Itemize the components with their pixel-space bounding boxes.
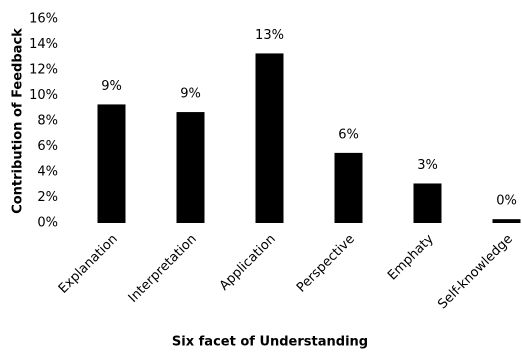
y-tick-label: 2% <box>37 190 58 205</box>
y-tick-label: 4% <box>37 165 58 180</box>
y-tick-label: 8% <box>37 114 58 129</box>
x-tick-label: Interpretation <box>126 232 200 306</box>
x-tick-label: Self-knowledge <box>435 232 516 313</box>
value-label: 9% <box>180 87 201 102</box>
bar <box>413 183 442 223</box>
x-tick-label: Perspective <box>294 232 358 296</box>
x-tick-label: Emphaty <box>385 231 437 283</box>
bar <box>334 152 363 223</box>
value-label: 6% <box>338 127 359 142</box>
value-label: 9% <box>101 79 122 94</box>
bar <box>97 104 126 223</box>
bar <box>176 112 205 223</box>
y-axis-title: Contribution of Feedback <box>11 28 26 214</box>
value-label: 13% <box>255 28 284 43</box>
y-tick-label: 14% <box>29 37 58 52</box>
value-label: 0% <box>496 194 517 209</box>
y-tick-label: 6% <box>37 139 58 154</box>
bar <box>255 53 284 223</box>
y-tick-label: 16% <box>29 12 58 27</box>
y-tick-label: 0% <box>37 216 58 231</box>
bar <box>492 219 521 223</box>
y-tick-label: 12% <box>29 63 58 78</box>
value-label: 3% <box>417 158 438 173</box>
x-tick-label: Explanation <box>56 232 121 297</box>
x-axis-title: Six facet of Understanding <box>172 335 368 350</box>
x-tick-label: Application <box>217 232 279 294</box>
y-tick-label: 10% <box>29 88 58 103</box>
